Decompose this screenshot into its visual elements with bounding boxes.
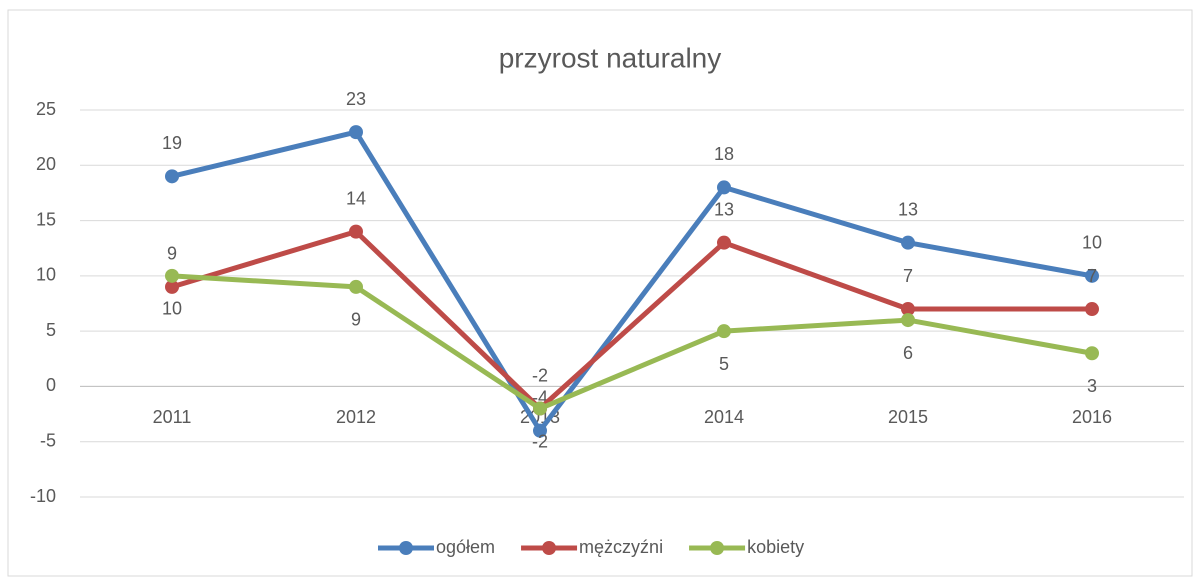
point	[717, 180, 731, 195]
x-tick-label: 2012	[336, 407, 376, 427]
point	[1085, 346, 1099, 361]
data-label: 3	[1087, 376, 1097, 396]
point	[533, 423, 547, 438]
y-tick-label: 15	[36, 209, 56, 229]
y-tick-label: 10	[36, 265, 56, 285]
y-tick-label: 5	[46, 320, 56, 340]
legend-label: kobiety	[747, 537, 804, 557]
legend-marker	[542, 541, 557, 555]
data-label: 9	[167, 244, 177, 264]
data-label: 10	[1082, 233, 1102, 253]
data-label: 9	[351, 310, 361, 330]
y-tick-label: -10	[30, 486, 56, 506]
x-tick-label: 2015	[888, 407, 928, 427]
x-tick-label: 2016	[1072, 407, 1112, 427]
point	[349, 224, 363, 239]
data-label: -2	[532, 431, 548, 451]
legend-label: ogółem	[436, 537, 495, 557]
y-tick-label: -5	[40, 430, 56, 450]
point	[901, 235, 915, 250]
point	[717, 235, 731, 250]
legend-marker	[399, 541, 413, 555]
y-tick-label: 25	[36, 99, 56, 119]
point	[349, 125, 363, 140]
series-line	[171, 273, 1093, 412]
point	[165, 169, 179, 184]
data-label: 23	[346, 89, 366, 109]
data-label: 13	[898, 199, 918, 219]
chart-frame	[7, 9, 1193, 577]
y-tick-label: 20	[36, 154, 56, 174]
legend-marker	[710, 541, 725, 555]
point	[533, 401, 547, 416]
series-line	[171, 229, 1092, 412]
point	[901, 313, 915, 328]
data-label: 7	[1087, 266, 1097, 286]
data-label: 10	[162, 299, 182, 319]
point	[1085, 302, 1099, 317]
point	[349, 279, 363, 294]
data-label: 5	[719, 354, 729, 374]
y-tick-label: 0	[46, 375, 56, 395]
x-tick-label: 2014	[704, 407, 744, 427]
series-line	[171, 129, 1093, 434]
point	[165, 279, 179, 294]
data-label: 19	[162, 133, 182, 153]
data-label: 13	[714, 199, 734, 219]
legend-label: mężczyźni	[579, 537, 663, 557]
chart-title: przyrost naturalny	[499, 42, 722, 73]
point	[165, 268, 179, 283]
data-label: 6	[903, 343, 913, 363]
point	[1085, 268, 1099, 283]
data-label: 18	[714, 144, 734, 164]
point	[717, 324, 731, 339]
data-label: 14	[346, 188, 366, 208]
point	[901, 302, 915, 317]
data-label: -2	[532, 365, 548, 385]
data-label: 7	[903, 266, 913, 286]
x-tick-label: 2011	[153, 407, 192, 427]
